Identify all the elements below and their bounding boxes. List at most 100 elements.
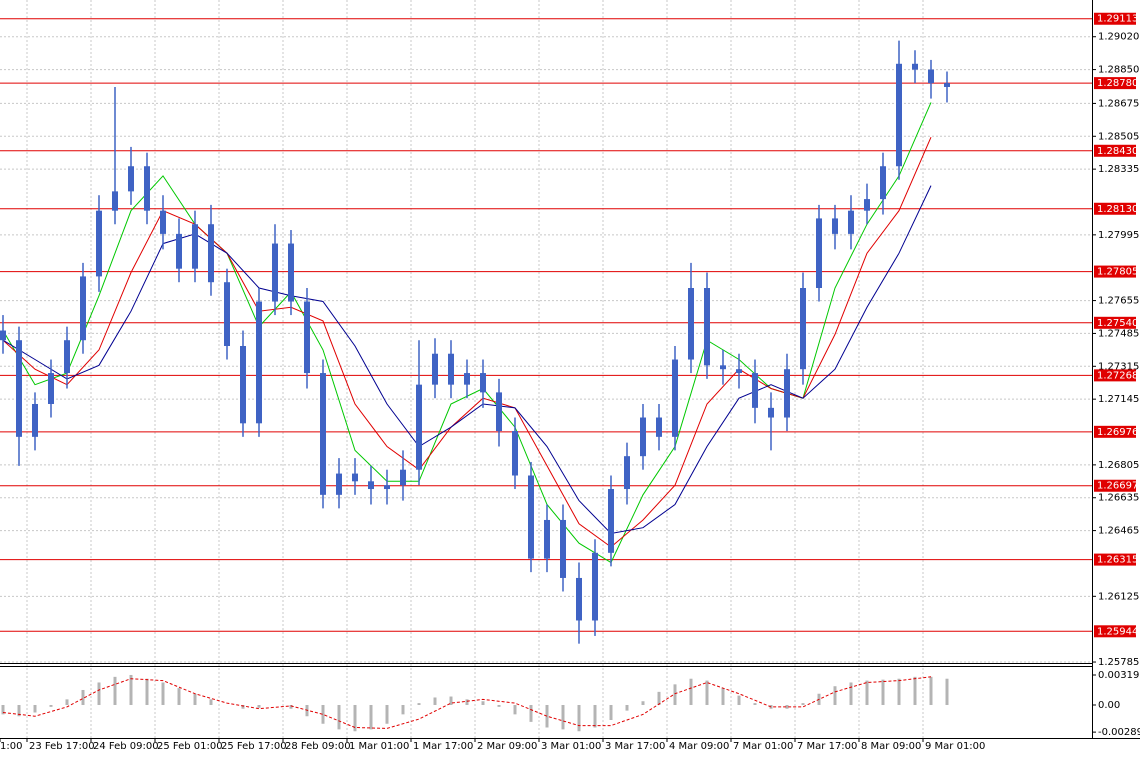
candle-body — [448, 353, 454, 385]
x-tick-label: 7 Mar 17:00 — [797, 741, 857, 752]
candle-body — [256, 301, 262, 424]
level-label: 1.26697 — [1097, 481, 1138, 492]
candle-body — [48, 373, 54, 404]
candle-body — [0, 330, 6, 341]
candle-body — [544, 519, 550, 559]
level-tag — [1094, 553, 1136, 566]
y-tick-label: 1.26465 — [1098, 526, 1139, 537]
candle-body — [720, 365, 726, 370]
level-label: 1.27540 — [1097, 318, 1138, 329]
x-tick-label: 25 Feb 01:00 — [157, 741, 223, 752]
moving-average — [2, 185, 932, 535]
candle-body — [736, 369, 742, 374]
labels: 1.29020 1.28850 1.28675 1.28505 1.28335 1.279… — [0, 12, 1140, 752]
y-tick-label: 1.26805 — [1098, 460, 1139, 471]
x-tick-label: 3 Mar 17:00 — [605, 741, 665, 752]
candle-body — [672, 359, 678, 437]
candle-body — [32, 403, 38, 437]
candle-body — [416, 384, 422, 470]
level-label: 1.27805 — [1097, 267, 1138, 278]
candle-body — [144, 166, 150, 211]
level-tag — [1094, 265, 1136, 278]
candle-body — [928, 69, 934, 84]
level-label: 1.26315 — [1097, 555, 1138, 566]
candle-body — [912, 63, 918, 70]
candle-body — [160, 210, 166, 234]
y-tick-label: 1.27655 — [1098, 296, 1139, 307]
candle-body — [16, 340, 22, 437]
level-tag — [1094, 369, 1136, 382]
candle-body — [608, 489, 614, 553]
candle-body — [832, 218, 838, 234]
candle-body — [528, 475, 534, 559]
candle-body — [880, 166, 886, 200]
candle-body — [864, 199, 870, 211]
level-tag — [1094, 625, 1136, 638]
y-tick-label: -0.002893 — [1098, 727, 1140, 738]
level-label: 1.28430 — [1097, 146, 1138, 157]
candle-body — [752, 373, 758, 408]
level-label: 1.26976 — [1097, 427, 1138, 438]
x-tick-label: 23 Feb 17:00 — [29, 741, 95, 752]
x-tick-label: 2 Mar 09:00 — [477, 741, 537, 752]
x-tick-label: 24 Feb 09:00 — [93, 741, 159, 752]
candle-body — [400, 469, 406, 486]
candle-body — [640, 417, 646, 457]
candle-body — [192, 224, 198, 269]
candle-body — [784, 369, 790, 418]
level-label: 1.28130 — [1097, 204, 1138, 215]
candle-body — [288, 243, 294, 302]
y-tick-label: 1.29020 — [1098, 32, 1139, 43]
candle-body — [80, 276, 86, 341]
candle-body — [320, 373, 326, 495]
candle-body — [208, 224, 214, 283]
x-tick-label: 1 Mar 01:00 — [349, 741, 409, 752]
level-tag — [1094, 144, 1136, 157]
level-tag — [1094, 479, 1136, 492]
candle-body — [272, 243, 278, 302]
y-tick-label: 0.003196 — [1098, 670, 1140, 681]
candle-body — [496, 392, 502, 432]
x-tick-label: 1:00 — [0, 741, 22, 752]
candle-body — [896, 63, 902, 167]
candle-body — [592, 552, 598, 621]
x-tick-label: 4 Mar 09:00 — [669, 741, 729, 752]
candle-body — [944, 83, 950, 87]
candle-body — [800, 288, 806, 370]
candle-body — [512, 431, 518, 476]
candle-body — [96, 210, 102, 277]
candle-body — [128, 166, 134, 192]
level-tag — [1094, 77, 1136, 90]
level-tag — [1094, 12, 1136, 25]
y-tick-label: 1.28505 — [1098, 131, 1139, 142]
y-tick-label: 1.27145 — [1098, 394, 1139, 405]
level-label: 1.29113 — [1097, 14, 1138, 25]
level-label: 1.28780 — [1097, 78, 1138, 89]
level-tag — [1094, 202, 1136, 215]
candle-body — [848, 210, 854, 234]
y-tick-label: 1.27315 — [1098, 361, 1139, 372]
candle-body — [352, 473, 358, 482]
candle-body — [560, 519, 566, 578]
y-tick-label: 1.28675 — [1098, 98, 1139, 109]
candle-body — [64, 340, 70, 374]
candle-body — [704, 288, 710, 366]
candle-body — [656, 417, 662, 437]
x-tick-label: 25 Feb 17:00 — [221, 741, 287, 752]
candle-body — [816, 218, 822, 289]
x-tick-label: 1 Mar 17:00 — [413, 741, 473, 752]
y-tick-label: 1.26635 — [1098, 493, 1139, 504]
candle-body — [480, 373, 486, 393]
y-tick-label: 1.28850 — [1098, 65, 1139, 76]
candle-body — [464, 373, 470, 385]
candle-body — [304, 301, 310, 374]
x-tick-label: 8 Mar 09:00 — [861, 741, 921, 752]
candle-body — [112, 191, 118, 211]
x-tick-label: 3 Mar 01:00 — [541, 741, 601, 752]
candle-body — [176, 233, 182, 269]
plot — [0, 18, 1092, 732]
level-tag — [1094, 425, 1136, 438]
signal-line — [2, 676, 932, 729]
level-label: 1.25944 — [1097, 626, 1138, 637]
